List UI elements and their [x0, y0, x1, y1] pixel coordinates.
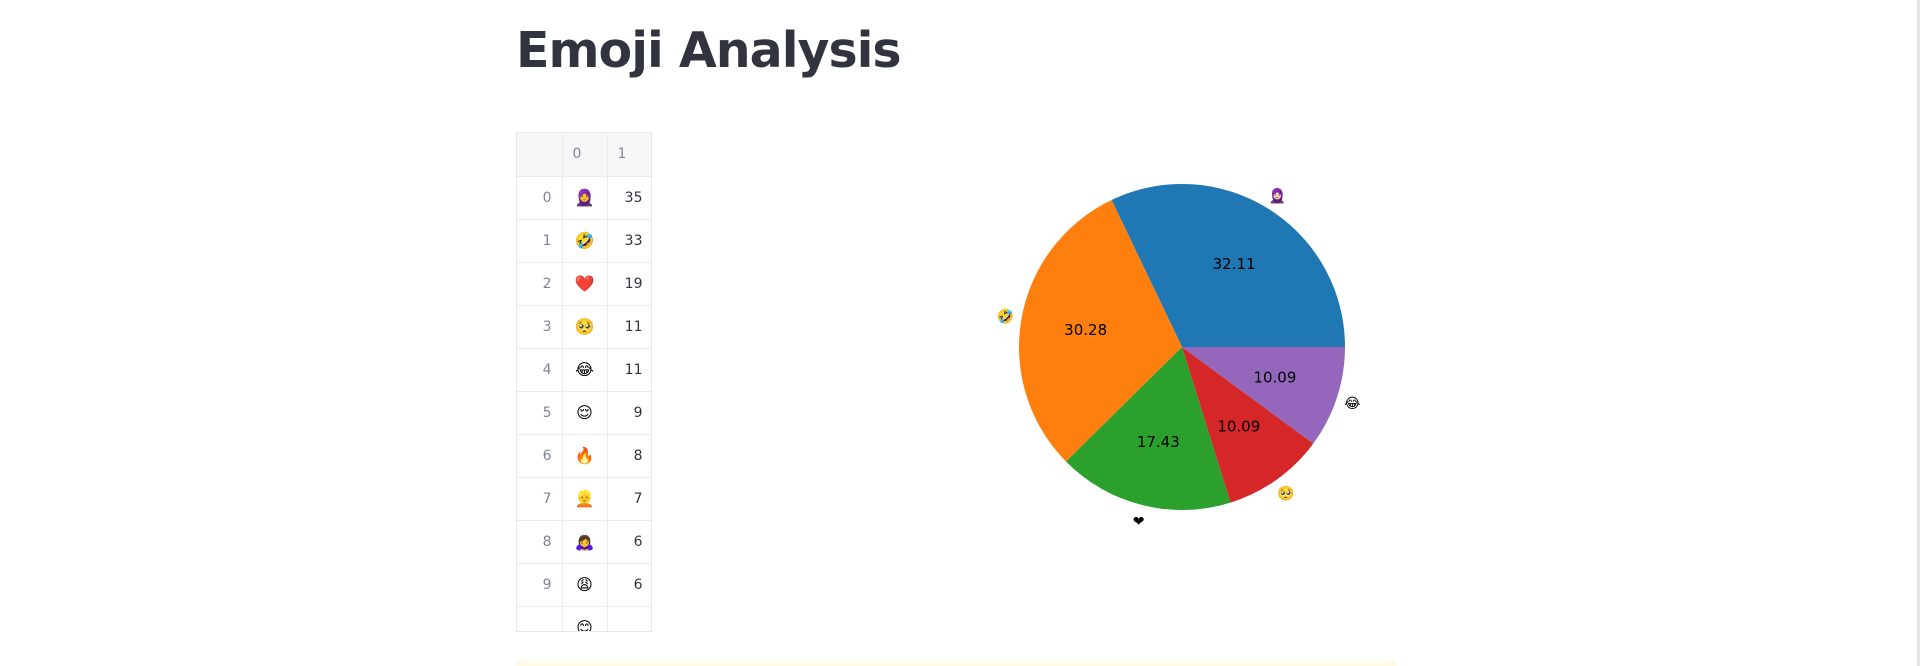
emoji-cell[interactable]: 🥺 [562, 305, 608, 349]
count-cell[interactable]: 33 [607, 219, 651, 263]
table-row[interactable]: 9 😩 6 [517, 563, 651, 607]
pie-slice [1019, 199, 1182, 462]
table-row[interactable]: 1 🤣 33 [517, 219, 651, 263]
emoji-cell[interactable]: 🤣 [562, 219, 608, 263]
emoji-cell[interactable]: 🧕 [562, 176, 608, 220]
emoji-pie-chart: 32.11 30.28 17.43 10.09 10.09 🧕🏻 🤣 ❤ 🥺 😂 [996, 183, 1361, 530]
row-index-cell[interactable]: 6 [517, 434, 563, 478]
count-cell[interactable]: 8 [607, 434, 651, 478]
pie-slice [1182, 347, 1314, 503]
count-cell[interactable]: 11 [607, 348, 651, 392]
info-banner-edge [516, 661, 1396, 666]
count-cell[interactable]: 6 [607, 520, 651, 564]
count-cell[interactable]: 11 [607, 305, 651, 349]
vertical-scrollbar[interactable] [1917, 0, 1920, 666]
row-index-cell[interactable]: 4 [517, 348, 563, 392]
pie-slice [1182, 347, 1345, 444]
table-row[interactable]: 😊 [517, 606, 651, 631]
emoji-cell[interactable]: 😂 [562, 348, 608, 392]
emoji-cell[interactable]: 😊 [562, 606, 608, 631]
row-index-cell[interactable]: 2 [517, 262, 563, 306]
pie-category-label: 🤣 [996, 308, 1014, 325]
pie-value-label: 30.28 [1064, 321, 1107, 339]
column-header-emoji[interactable]: 0 [562, 133, 608, 177]
table-row[interactable]: 5 😌 9 [517, 391, 651, 435]
emoji-dataframe[interactable]: 0 1 0 🧕 35 1 🤣 33 2 ❤️ 19 3 🥺 11 4 😂 11 5 😌 9 6 🔥 8 7 👱 7 8 🙇‍♀️ 6… [516, 132, 652, 632]
pie-category-labels: 🧕🏻 🤣 ❤ 🥺 😂 [996, 187, 1361, 530]
pie-slice [1111, 183, 1345, 347]
pie-value-label: 17.43 [1137, 433, 1180, 451]
column-header-index[interactable] [517, 133, 563, 177]
emoji-cell[interactable]: 👱 [562, 477, 608, 521]
row-index-cell[interactable]: 7 [517, 477, 563, 521]
row-index-cell[interactable]: 9 [517, 563, 563, 607]
emoji-cell[interactable]: ❤️ [562, 262, 608, 306]
count-cell[interactable] [607, 606, 651, 631]
pie-category-label: 😂 [1344, 396, 1360, 412]
pie-slice [1065, 347, 1231, 510]
row-index-cell[interactable]: 0 [517, 176, 563, 220]
table-row[interactable]: 2 ❤️ 19 [517, 262, 651, 306]
count-cell[interactable]: 6 [607, 563, 651, 607]
row-index-cell[interactable]: 5 [517, 391, 563, 435]
pie-slices [1019, 183, 1345, 510]
pie-value-labels: 32.11 30.28 17.43 10.09 10.09 [1064, 255, 1296, 451]
row-index-cell[interactable]: 3 [517, 305, 563, 349]
table-body: 0 🧕 35 1 🤣 33 2 ❤️ 19 3 🥺 11 4 😂 11 5 😌 9 6 🔥 8 7 👱 7 8 🙇‍♀️ 6 9 😩 6 😊 [517, 176, 651, 631]
count-cell[interactable]: 9 [607, 391, 651, 435]
emoji-cell[interactable]: 😌 [562, 391, 608, 435]
table-row[interactable]: 0 🧕 35 [517, 176, 651, 220]
row-index-cell[interactable]: 8 [517, 520, 563, 564]
emoji-cell[interactable]: 🔥 [562, 434, 608, 478]
pie-category-label: 🧕🏻 [1269, 187, 1286, 204]
table-row[interactable]: 8 🙇‍♀️ 6 [517, 520, 651, 564]
pie-category-label: 🥺 [1277, 485, 1294, 502]
column-header-count[interactable]: 1 [607, 133, 651, 177]
row-index-cell[interactable] [517, 606, 563, 631]
count-cell[interactable]: 7 [607, 477, 651, 521]
table-row[interactable]: 6 🔥 8 [517, 434, 651, 478]
table-row[interactable]: 7 👱 7 [517, 477, 651, 521]
pie-category-label: ❤ [1133, 514, 1145, 530]
table-row[interactable]: 4 😂 11 [517, 348, 651, 392]
count-cell[interactable]: 35 [607, 176, 651, 220]
pie-value-label: 32.11 [1213, 255, 1256, 273]
emoji-cell[interactable]: 😩 [562, 563, 608, 607]
table-header-row: 0 1 [517, 133, 651, 177]
row-index-cell[interactable]: 1 [517, 219, 563, 263]
pie-value-label: 10.09 [1253, 368, 1296, 386]
page-title: Emoji Analysis [516, 22, 902, 79]
pie-value-label: 10.09 [1217, 418, 1260, 436]
count-cell[interactable]: 19 [607, 262, 651, 306]
table-row[interactable]: 3 🥺 11 [517, 305, 651, 349]
emoji-cell[interactable]: 🙇‍♀️ [562, 520, 608, 564]
